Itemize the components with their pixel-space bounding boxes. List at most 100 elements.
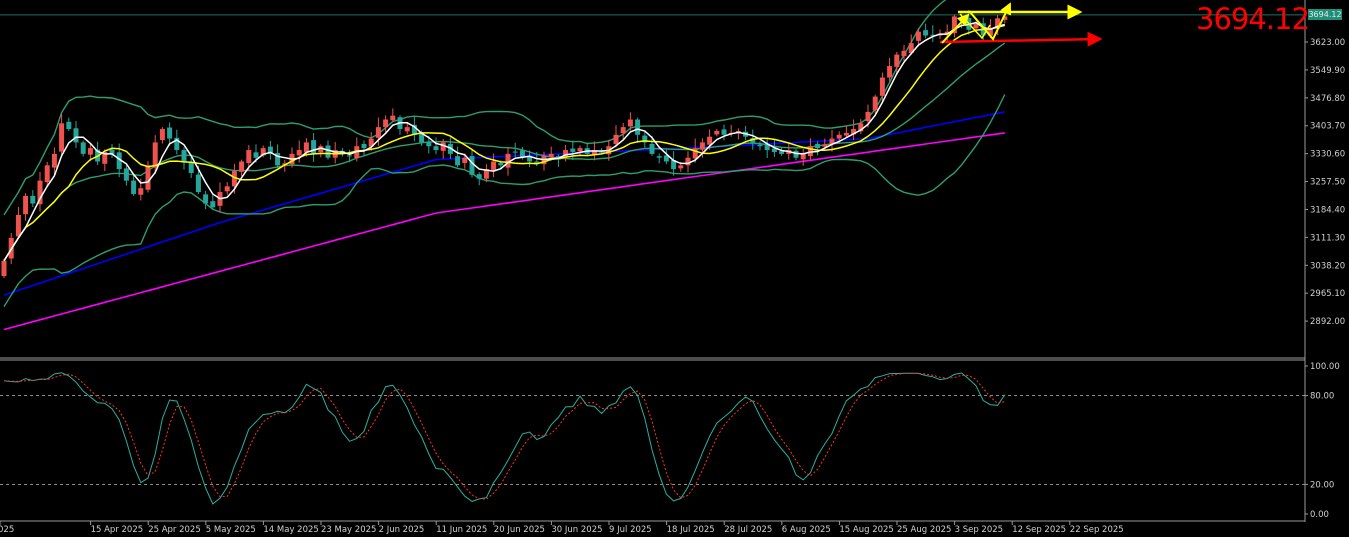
candle-body [930, 34, 936, 36]
candle-body [390, 115, 396, 121]
candle-body [318, 146, 324, 153]
candle-body [260, 148, 266, 156]
time-tick-label: 6 Aug 2025 [782, 525, 831, 535]
candle-body [570, 148, 576, 152]
candle-body [361, 143, 367, 149]
price-tick-label: 3476.80 [1310, 94, 1345, 104]
time-tick-label: 14 May 2025 [263, 525, 318, 535]
candle-body [692, 148, 698, 159]
candle-body [15, 214, 21, 237]
candle-body [210, 201, 216, 208]
candle-body [375, 127, 381, 138]
candle-body [462, 157, 468, 164]
candle-body [750, 138, 756, 143]
candle-body [887, 66, 893, 78]
candle-body [505, 153, 511, 168]
candle-body [275, 153, 281, 166]
yellow-arrow-up [941, 13, 970, 44]
time-tick-label: 3 Sep 2025 [955, 525, 1003, 535]
price-tick-label: 3257.50 [1310, 178, 1345, 188]
candle-body [843, 132, 849, 136]
candle-body [433, 146, 439, 151]
candle-body [951, 16, 957, 34]
time-tick-label: 25 Apr 2025 [148, 525, 201, 535]
candle-body [138, 188, 144, 195]
candle-body [1, 260, 7, 277]
time-tick-label: 22 Sep 2025 [1070, 525, 1124, 535]
candle-body [195, 174, 201, 193]
time-tick-label: 25 Aug 2025 [897, 525, 951, 535]
time-tick-label: 12 Sep 2025 [1012, 525, 1066, 535]
candle-body [455, 156, 461, 166]
candle-body [246, 150, 252, 164]
candle-body [498, 163, 504, 166]
candle-body [469, 156, 475, 175]
ma-magenta-line [3, 132, 1005, 331]
candle-body [707, 136, 713, 145]
price-panel[interactable] [0, 0, 1305, 331]
candle-body [577, 148, 583, 152]
candle-body [167, 127, 173, 139]
candle-body [563, 150, 569, 158]
candle-body [793, 150, 799, 158]
candle-body [851, 129, 857, 135]
candle-body [822, 144, 828, 147]
candle-body [419, 133, 425, 143]
candle-body [908, 43, 914, 54]
candle-body [548, 153, 554, 158]
time-tick-label: 11 Jun 2025 [436, 525, 487, 535]
candle-body [44, 165, 50, 183]
candle-body [534, 161, 540, 164]
stoch-tick-label: 0.00 [1310, 510, 1329, 520]
price-tick-label: 2892.00 [1310, 317, 1345, 327]
candle-body [858, 123, 864, 132]
stoch-tick-label: 20.00 [1310, 480, 1334, 490]
candle-body [836, 134, 842, 139]
candle-body [411, 124, 417, 135]
candle-body [512, 151, 518, 153]
candle-body [915, 31, 921, 41]
time-tick-label: 2 Jun 2025 [379, 525, 425, 535]
annotations [939, 2, 1103, 47]
candle-body [671, 159, 677, 170]
candle-body [203, 194, 209, 204]
candle-body [145, 165, 151, 190]
candle-body [714, 130, 720, 135]
candle-body [649, 143, 655, 154]
time-tick-label: 20 Jun 2025 [494, 525, 545, 535]
candle-body [80, 142, 86, 154]
price-tick-label: 3184.40 [1310, 205, 1345, 215]
time-tick-label: 5 May 2025 [206, 525, 256, 535]
candle-body [656, 156, 662, 158]
candle-body [253, 152, 259, 158]
candle-body [815, 143, 821, 149]
candle-body [23, 195, 29, 215]
stoch-main-line [3, 372, 1006, 505]
candle-body [879, 77, 885, 96]
current-price-tag: 3694.12 [1308, 9, 1342, 20]
candle-body [440, 142, 446, 151]
stoch-tick-label: 80.00 [1310, 392, 1334, 402]
stochastic-panel[interactable] [0, 372, 1305, 505]
candle-body [973, 24, 979, 29]
price-tick-label: 3403.70 [1310, 122, 1345, 132]
candle-body [807, 146, 813, 157]
ma-blue-line [3, 111, 1005, 296]
candle-body [901, 50, 907, 57]
candle-body [267, 146, 273, 154]
candle-body [303, 142, 309, 153]
candle-body [224, 186, 230, 192]
candle-body [527, 156, 533, 162]
candle-body [347, 155, 353, 157]
candle-body [188, 162, 194, 173]
candle-body [663, 155, 669, 162]
candle-body [59, 123, 65, 152]
candle-body [311, 140, 317, 154]
candle-body [30, 195, 36, 204]
candle-body [627, 119, 633, 127]
candle-body [87, 148, 93, 155]
stoch-signal-line [3, 372, 1005, 500]
candle-body [231, 171, 237, 187]
